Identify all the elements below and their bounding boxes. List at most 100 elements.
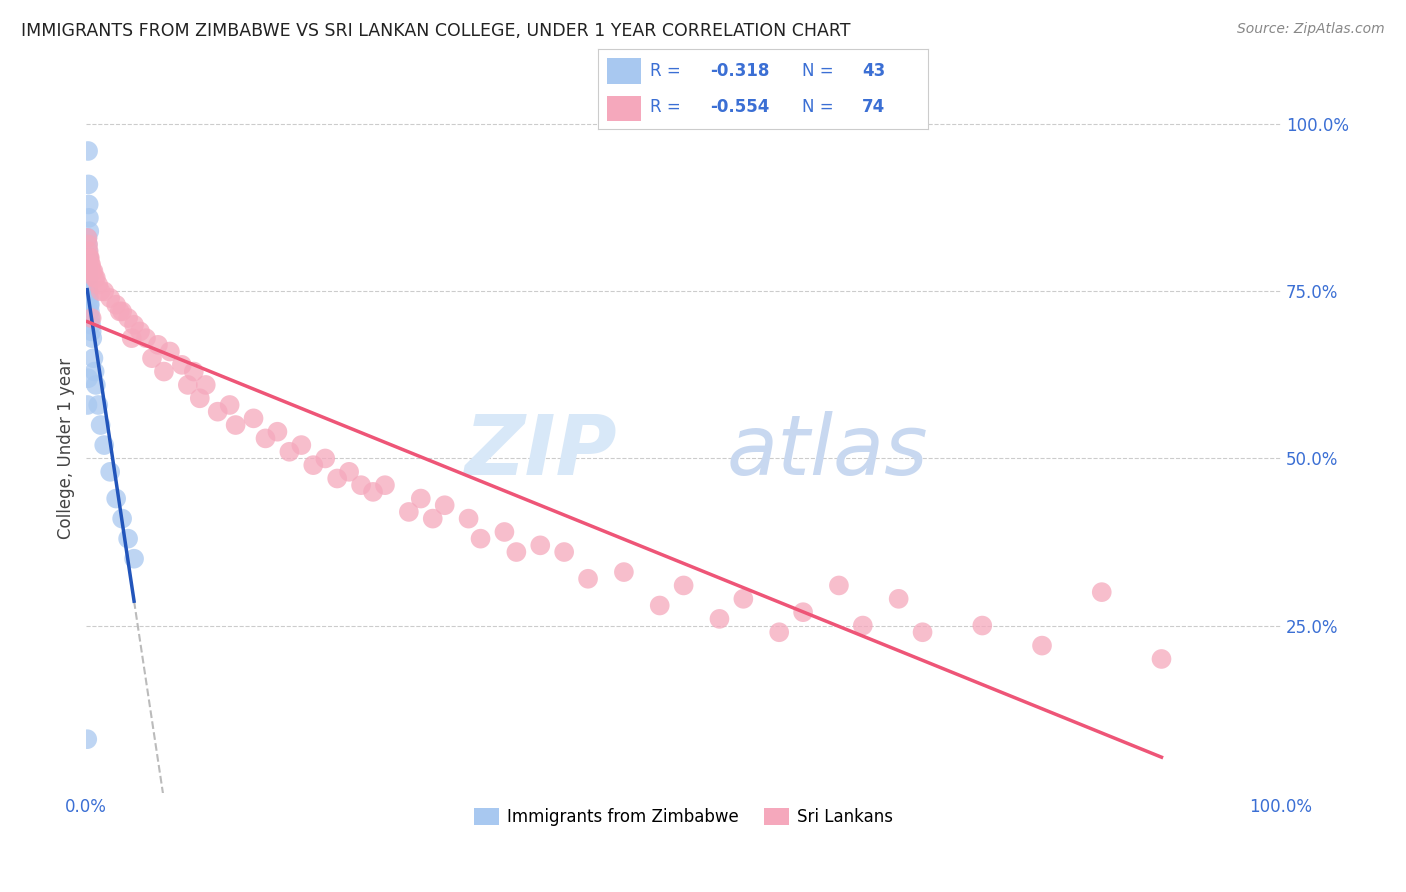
Point bbox=[98, 465, 121, 479]
Legend: Immigrants from Zimbabwe, Sri Lankans: Immigrants from Zimbabwe, Sri Lankans bbox=[467, 801, 900, 832]
Point bbox=[733, 591, 755, 606]
Point bbox=[77, 291, 100, 305]
Text: 43: 43 bbox=[862, 62, 886, 79]
Point bbox=[470, 532, 492, 546]
Point bbox=[494, 524, 516, 539]
Point bbox=[77, 298, 100, 312]
Text: IMMIGRANTS FROM ZIMBABWE VS SRI LANKAN COLLEGE, UNDER 1 YEAR CORRELATION CHART: IMMIGRANTS FROM ZIMBABWE VS SRI LANKAN C… bbox=[21, 22, 851, 40]
Point bbox=[553, 545, 575, 559]
Point bbox=[79, 298, 101, 312]
Point bbox=[242, 411, 264, 425]
Point bbox=[82, 331, 104, 345]
Point bbox=[87, 277, 110, 292]
Point bbox=[87, 398, 110, 412]
Point bbox=[77, 244, 100, 259]
Point bbox=[911, 625, 934, 640]
Text: R =: R = bbox=[651, 98, 686, 116]
Point bbox=[77, 371, 100, 385]
Point bbox=[80, 258, 103, 272]
Point bbox=[672, 578, 695, 592]
Point bbox=[82, 351, 104, 366]
Point bbox=[76, 277, 98, 292]
Point bbox=[83, 271, 105, 285]
FancyBboxPatch shape bbox=[607, 58, 641, 84]
Point bbox=[76, 231, 98, 245]
Point bbox=[83, 365, 105, 379]
Point bbox=[79, 251, 101, 265]
Point bbox=[93, 285, 115, 299]
Point bbox=[170, 358, 193, 372]
Text: N =: N = bbox=[803, 62, 839, 79]
Point bbox=[121, 331, 143, 345]
Point bbox=[409, 491, 432, 506]
Point bbox=[76, 732, 98, 747]
Point bbox=[79, 258, 101, 272]
Text: R =: R = bbox=[651, 62, 686, 79]
Point bbox=[76, 271, 98, 285]
Point bbox=[76, 231, 98, 245]
Point bbox=[77, 211, 100, 225]
Point bbox=[314, 451, 336, 466]
Text: N =: N = bbox=[803, 98, 839, 116]
Point bbox=[111, 511, 134, 525]
Point bbox=[90, 285, 112, 299]
Text: 74: 74 bbox=[862, 98, 886, 116]
Point bbox=[135, 331, 157, 345]
Point bbox=[77, 178, 100, 192]
Point bbox=[105, 298, 128, 312]
Point bbox=[207, 405, 229, 419]
Point bbox=[159, 344, 181, 359]
Point bbox=[122, 318, 145, 332]
Point bbox=[79, 311, 101, 326]
Point bbox=[77, 251, 100, 265]
Point bbox=[278, 444, 301, 458]
Point bbox=[77, 244, 100, 259]
Point bbox=[972, 618, 994, 632]
Point bbox=[76, 398, 98, 412]
Point bbox=[422, 511, 444, 525]
Point bbox=[361, 484, 384, 499]
Point bbox=[77, 197, 100, 211]
Point bbox=[76, 237, 98, 252]
Point bbox=[792, 605, 814, 619]
Point bbox=[77, 285, 100, 299]
Point bbox=[117, 532, 139, 546]
Point bbox=[122, 551, 145, 566]
Point bbox=[218, 398, 240, 412]
Point bbox=[90, 417, 112, 432]
Point bbox=[93, 438, 115, 452]
Point bbox=[77, 251, 100, 265]
Point bbox=[852, 618, 875, 632]
Point bbox=[76, 258, 98, 272]
Point bbox=[77, 144, 100, 158]
Point bbox=[77, 264, 100, 278]
Text: Source: ZipAtlas.com: Source: ZipAtlas.com bbox=[1237, 22, 1385, 37]
Point bbox=[77, 285, 100, 299]
Point bbox=[374, 478, 396, 492]
Text: ZIP: ZIP bbox=[464, 411, 617, 492]
Point bbox=[77, 237, 100, 252]
Point bbox=[84, 271, 107, 285]
Point bbox=[80, 325, 103, 339]
Point bbox=[302, 458, 325, 472]
Point bbox=[266, 425, 288, 439]
Point bbox=[337, 465, 360, 479]
Point bbox=[77, 271, 100, 285]
Text: -0.554: -0.554 bbox=[710, 98, 769, 116]
Point bbox=[576, 572, 599, 586]
Point bbox=[108, 304, 131, 318]
Point bbox=[79, 304, 101, 318]
Text: atlas: atlas bbox=[725, 411, 928, 492]
Point bbox=[77, 285, 100, 299]
Point bbox=[433, 498, 456, 512]
Point bbox=[105, 491, 128, 506]
Point bbox=[398, 505, 420, 519]
Point bbox=[77, 264, 100, 278]
Point bbox=[153, 365, 176, 379]
Text: -0.318: -0.318 bbox=[710, 62, 769, 79]
Point bbox=[505, 545, 527, 559]
Point bbox=[194, 378, 217, 392]
Point bbox=[77, 224, 100, 238]
Point bbox=[80, 318, 103, 332]
Point bbox=[76, 277, 98, 292]
